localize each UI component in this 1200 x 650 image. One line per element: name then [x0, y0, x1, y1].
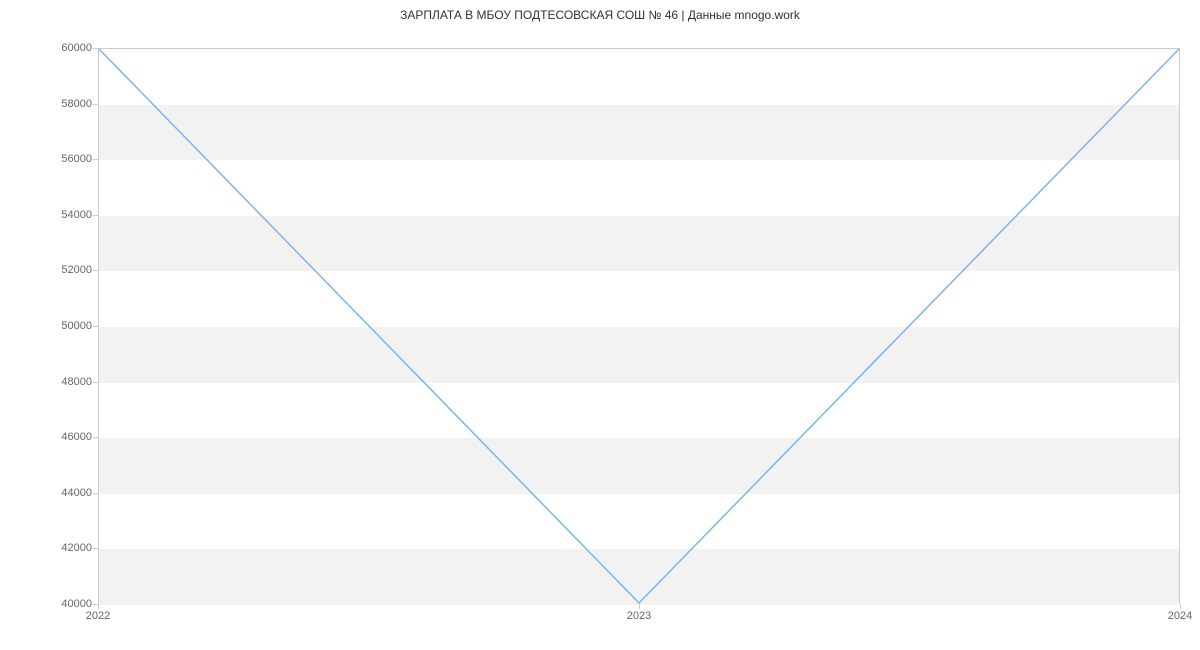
y-axis-tick-label: 52000: [12, 264, 92, 276]
x-axis-tick-mark: [98, 604, 99, 609]
y-axis-tick-mark: [93, 159, 98, 160]
y-axis-tick-label: 60000: [12, 42, 92, 54]
y-axis-tick-label: 50000: [12, 320, 92, 332]
line-path: [99, 49, 1179, 603]
x-axis-tick-mark: [1180, 604, 1181, 609]
x-axis-tick-mark: [639, 604, 640, 609]
y-axis-tick-label: 58000: [12, 98, 92, 110]
y-axis-tick-mark: [93, 382, 98, 383]
y-axis-tick-mark: [93, 104, 98, 105]
x-axis-tick-label: 2024: [1168, 610, 1192, 622]
chart-title: ЗАРПЛАТА В МБОУ ПОДТЕСОВСКАЯ СОШ № 46 | …: [0, 0, 1200, 24]
y-axis-tick-label: 56000: [12, 153, 92, 165]
y-axis-tick-label: 48000: [12, 376, 92, 388]
y-axis-tick-label: 40000: [12, 598, 92, 610]
line-series: [99, 49, 1179, 603]
y-axis-tick-mark: [93, 493, 98, 494]
x-axis-tick-label: 2023: [627, 610, 651, 622]
y-axis-tick-mark: [93, 437, 98, 438]
x-axis-tick-label: 2022: [86, 610, 110, 622]
y-axis-tick-mark: [93, 215, 98, 216]
y-axis-tick-label: 54000: [12, 209, 92, 221]
y-axis-tick-mark: [93, 270, 98, 271]
y-axis-tick-mark: [93, 48, 98, 49]
y-axis-tick-label: 44000: [12, 487, 92, 499]
plot-area: [98, 48, 1180, 604]
y-axis-tick-mark: [93, 548, 98, 549]
y-axis-tick-mark: [93, 326, 98, 327]
y-axis-tick-label: 46000: [12, 431, 92, 443]
y-axis-tick-label: 42000: [12, 542, 92, 554]
chart-container: ЗАРПЛАТА В МБОУ ПОДТЕСОВСКАЯ СОШ № 46 | …: [0, 0, 1200, 650]
